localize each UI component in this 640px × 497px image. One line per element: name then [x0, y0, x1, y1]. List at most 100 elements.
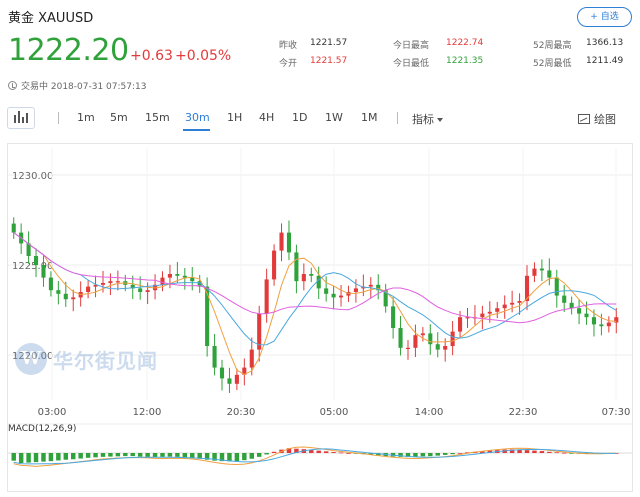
period-5m[interactable]: 5m — [110, 111, 128, 124]
candle-body — [272, 250, 277, 280]
macd-bar — [450, 453, 455, 455]
x-tick-label: 20:30 — [227, 407, 256, 418]
candle-body — [524, 275, 530, 301]
watermark-text: 华尔街见闻 — [53, 348, 158, 373]
stat-label-52w-low: 52周最低 — [533, 59, 572, 69]
add-watchlist-button[interactable]: + 自选 — [577, 7, 632, 27]
macd-bar — [264, 453, 269, 455]
candle-body — [138, 288, 143, 292]
candle-body — [487, 311, 492, 314]
active-period-indicator — [183, 129, 210, 131]
macd-bar — [561, 452, 567, 454]
candle-body — [227, 378, 232, 384]
macd-bar — [167, 453, 173, 457]
indicator-dropdown[interactable]: 指标 — [412, 111, 443, 127]
stat-value-day-low: 1221.35 — [446, 56, 484, 66]
candle-body — [167, 274, 172, 278]
candlestick-chart-type-icon[interactable] — [7, 107, 35, 129]
candle-body — [242, 367, 247, 375]
candle-body — [450, 331, 455, 346]
candle-body — [435, 344, 440, 350]
candle-body — [443, 346, 448, 350]
candle-body — [234, 374, 239, 384]
stat-value-prev-close: 1221.57 — [310, 38, 348, 48]
macd-bar — [309, 449, 314, 453]
macd-bar — [197, 453, 202, 459]
current-price: 1222.20 — [8, 33, 129, 68]
macd-bar — [204, 453, 210, 460]
macd-bar — [539, 451, 545, 453]
macd-bar — [249, 453, 254, 459]
watermark: W 华尔街见闻 — [15, 343, 158, 375]
period-1w[interactable]: 1W — [325, 111, 343, 124]
macd-bar — [398, 453, 403, 457]
macd-bar — [190, 453, 195, 458]
macd-bar — [517, 449, 522, 453]
macd-bar — [465, 452, 470, 454]
candle-body — [599, 324, 604, 327]
macd-bar — [346, 453, 351, 454]
macd-bar — [227, 453, 232, 462]
indicator-label: 指标 — [412, 113, 434, 126]
macd-bar — [78, 453, 83, 459]
macd-bar — [123, 453, 128, 457]
candle-body — [115, 281, 120, 283]
macd-bar — [100, 453, 106, 457]
period-1m[interactable]: 1m — [77, 111, 95, 124]
candle-body — [547, 270, 552, 278]
draw-label: 绘图 — [594, 113, 616, 126]
period-15m[interactable]: 15m — [145, 111, 170, 124]
candle-body — [614, 317, 619, 323]
period-1h[interactable]: 1H — [227, 111, 243, 124]
macd-bar — [11, 453, 16, 461]
macd-label: MACD(12,26,9) — [8, 424, 77, 434]
candle-body — [428, 333, 433, 345]
candle-body — [219, 367, 225, 379]
candle-body — [554, 277, 559, 296]
macd-bar — [63, 453, 69, 460]
macd-bar — [435, 453, 440, 456]
candle-body — [480, 313, 485, 318]
stat-label-52w-high: 52周最高 — [533, 41, 572, 51]
candle-body — [398, 328, 403, 348]
candle-body — [420, 333, 425, 336]
candle-body — [41, 265, 46, 278]
macd-bar — [234, 453, 240, 462]
candle-body — [26, 243, 31, 256]
x-tick-label: 03:00 — [38, 407, 67, 418]
period-4h[interactable]: 4H — [259, 111, 275, 124]
draw-button[interactable]: 绘图 — [578, 111, 616, 127]
macd-bar — [152, 453, 158, 458]
price-chart[interactable]: 1230.00 1225.00 1220.00 03:00 12:00 20:30 05:0… — [0, 138, 640, 497]
candle-body — [249, 349, 254, 368]
macd-bar — [405, 453, 411, 458]
candle-body — [86, 286, 91, 292]
candle-body — [577, 308, 582, 314]
candle-body — [383, 290, 388, 307]
candle-body — [190, 277, 195, 282]
toolbar-divider — [397, 112, 398, 124]
stat-label-open: 今开 — [279, 59, 298, 69]
x-tick-label: 22:30 — [509, 407, 538, 418]
macd-bar — [420, 453, 426, 457]
price-change-percent: +0.05% — [175, 48, 232, 64]
macd-bar — [524, 450, 530, 453]
candle-body — [413, 335, 418, 348]
macd-bar — [256, 453, 262, 457]
stat-value-day-high: 1222.74 — [446, 38, 484, 48]
candle-body — [264, 279, 269, 314]
macd-bar — [219, 453, 225, 462]
period-1mo[interactable]: 1M — [361, 111, 378, 124]
macd-bar — [41, 453, 46, 462]
macd-bar — [33, 453, 39, 463]
macd-bar — [175, 453, 180, 457]
stat-label-day-low: 今日最低 — [393, 59, 430, 69]
candle-body — [63, 293, 68, 300]
macd-bar — [331, 452, 336, 453]
period-30m[interactable]: 30m — [185, 111, 210, 124]
macd-bar — [48, 453, 54, 462]
stat-value-52w-low: 1211.49 — [586, 56, 624, 66]
stat-label-day-high: 今日最高 — [393, 41, 430, 51]
candle-body — [175, 274, 180, 276]
period-1d[interactable]: 1D — [292, 111, 308, 124]
